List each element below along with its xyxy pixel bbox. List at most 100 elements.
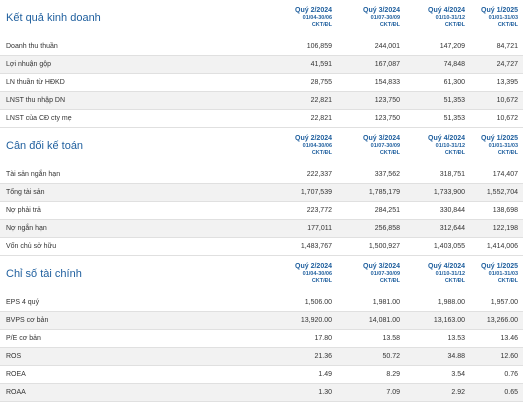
cell-value: 74,848 [443, 61, 465, 68]
cell-value: 1,707,539 [300, 189, 332, 196]
row-label: ROS [6, 353, 22, 360]
cell-value: 222,337 [306, 171, 332, 178]
table-row: LNST của CĐ cty mẹ 22,821 123,750 51,353… [0, 110, 523, 128]
cell-value: 51,353 [443, 115, 465, 122]
cell-value: 1,500,927 [368, 243, 400, 250]
row-label: LNST thu nhập DN [6, 97, 66, 104]
quarter-range: 01/07-30/09 [370, 143, 400, 149]
table-row: P/E cơ bản 17.80 13.58 13.53 13.46 [0, 330, 523, 348]
quarter-audit: CKT/ĐL [379, 150, 400, 156]
quarter-label: Quý 2/2024 [295, 263, 332, 270]
cell-value: 10,672 [496, 115, 518, 122]
cell-value: 123,750 [374, 97, 400, 104]
cell-value: 174,407 [492, 171, 518, 178]
cell-value: 138,698 [492, 207, 518, 214]
quarter-header: Quý 2/2024 01/04-30/06 CKT/ĐL [270, 262, 332, 285]
section-title[interactable]: Chỉ số tài chính [6, 268, 82, 280]
quarter-range: 01/10-31/12 [435, 15, 465, 21]
cell-value: 106,859 [306, 43, 332, 50]
cell-value: 1.49 [318, 371, 332, 378]
cell-value: 10,672 [496, 97, 518, 104]
section-header: Chỉ số tài chính Quý 2/2024 01/04-30/06 … [0, 256, 523, 294]
quarter-label: Quý 4/2024 [428, 7, 465, 14]
cell-value: 0.65 [504, 389, 518, 396]
quarter-label: Quý 3/2024 [363, 7, 400, 14]
quarter-label: Quý 1/2025 [481, 7, 518, 14]
quarter-range: 01/01-31/03 [488, 271, 518, 277]
quarter-header: Quý 4/2024 01/10-31/12 CKT/ĐL [403, 134, 465, 157]
cell-value: 1,483,767 [300, 243, 332, 250]
cell-value: 244,001 [374, 43, 400, 50]
quarter-audit: CKT/ĐL [311, 150, 332, 156]
quarter-audit: CKT/ĐL [311, 22, 332, 28]
quarter-range: 01/04-30/06 [302, 143, 332, 149]
cell-value: 154,833 [374, 79, 400, 86]
quarter-audit: CKT/ĐL [497, 150, 518, 156]
quarter-range: 01/07-30/09 [370, 15, 400, 21]
cell-value: 177,011 [307, 225, 332, 232]
quarter-range: 01/10-31/12 [435, 271, 465, 277]
cell-value: 256,858 [374, 225, 400, 232]
cell-value: 1,988.00 [437, 299, 465, 306]
table-row: Nợ ngắn hạn 177,011 256,858 312,644 122,… [0, 220, 523, 238]
quarter-header: Quý 3/2024 01/07-30/09 CKT/ĐL [338, 6, 400, 29]
cell-value: 1,506.00 [304, 299, 332, 306]
table-row: Tài sản ngắn hạn 222,337 337,562 318,751… [0, 166, 523, 184]
cell-value: 7.09 [386, 389, 400, 396]
cell-value: 13,163.00 [433, 317, 465, 324]
row-label: Tài sản ngắn hạn [6, 171, 61, 178]
quarter-audit: CKT/ĐL [497, 278, 518, 284]
quarter-range: 01/04-30/06 [302, 271, 332, 277]
quarter-audit: CKT/ĐL [379, 22, 400, 28]
quarter-label: Quý 2/2024 [295, 135, 332, 142]
cell-value: 14,081.00 [368, 317, 400, 324]
quarter-header: Quý 1/2025 01/01-31/03 CKT/ĐL [456, 262, 518, 285]
section-financial-ratios: Chỉ số tài chính Quý 2/2024 01/04-30/06 … [0, 256, 523, 402]
row-label: Vốn chủ sở hữu [6, 243, 57, 250]
table-row: LN thuần từ HĐKD 28,755 154,833 61,300 1… [0, 74, 523, 92]
row-label: Lợi nhuận gộp [6, 61, 52, 68]
table-row: BVPS cơ bản 13,920.00 14,081.00 13,163.0… [0, 312, 523, 330]
quarter-header: Quý 4/2024 01/10-31/12 CKT/ĐL [403, 6, 465, 29]
cell-value: 61,300 [443, 79, 465, 86]
row-label: ROEA [6, 371, 26, 378]
cell-value: 41,591 [310, 61, 332, 68]
row-label: Nợ ngắn hạn [6, 225, 47, 232]
section-business-results: Kết quả kinh doanh Quý 2/2024 01/04-30/0… [0, 0, 523, 128]
row-label: P/E cơ bản [6, 335, 41, 342]
cell-value: 318,751 [439, 171, 465, 178]
quarter-header: Quý 1/2025 01/01-31/03 CKT/ĐL [456, 6, 518, 29]
quarter-header: Quý 4/2024 01/10-31/12 CKT/ĐL [403, 262, 465, 285]
quarter-audit: CKT/ĐL [497, 22, 518, 28]
quarter-label: Quý 2/2024 [295, 7, 332, 14]
cell-value: 123,750 [374, 115, 400, 122]
cell-value: 312,644 [439, 225, 465, 232]
cell-value: 0.76 [504, 371, 518, 378]
table-row: ROS 21.36 50.72 34.88 12.60 [0, 348, 523, 366]
table-row: Vốn chủ sở hữu 1,483,767 1,500,927 1,403… [0, 238, 523, 256]
cell-value: 28,755 [310, 79, 332, 86]
quarter-header: Quý 2/2024 01/04-30/06 CKT/ĐL [270, 6, 332, 29]
row-label: ROAA [6, 389, 26, 396]
row-label: LN thuần từ HĐKD [6, 79, 65, 86]
table-row: Nợ phải trả 223,772 284,251 330,844 138,… [0, 202, 523, 220]
table-row: Tổng tài sản 1,707,539 1,785,179 1,733,9… [0, 184, 523, 202]
cell-value: 122,198 [492, 225, 518, 232]
table-row: LNST thu nhập DN 22,821 123,750 51,353 1… [0, 92, 523, 110]
row-label: Tổng tài sản [6, 189, 45, 196]
section-title[interactable]: Cân đối kế toán [6, 140, 84, 152]
cell-value: 21.36 [314, 353, 332, 360]
cell-value: 12.60 [500, 353, 518, 360]
cell-value: 22,821 [310, 115, 332, 122]
cell-value: 17.80 [314, 335, 332, 342]
cell-value: 147,209 [439, 43, 465, 50]
cell-value: 13,920.00 [300, 317, 332, 324]
cell-value: 13,395 [496, 79, 518, 86]
table-row: ROAA 1.30 7.09 2.92 0.65 [0, 384, 523, 402]
cell-value: 1,403,055 [433, 243, 465, 250]
section-title[interactable]: Kết quả kinh doanh [6, 12, 101, 24]
quarter-range: 01/07-30/09 [370, 271, 400, 277]
cell-value: 13.53 [447, 335, 465, 342]
cell-value: 24,727 [496, 61, 518, 68]
cell-value: 1,552,704 [486, 189, 518, 196]
